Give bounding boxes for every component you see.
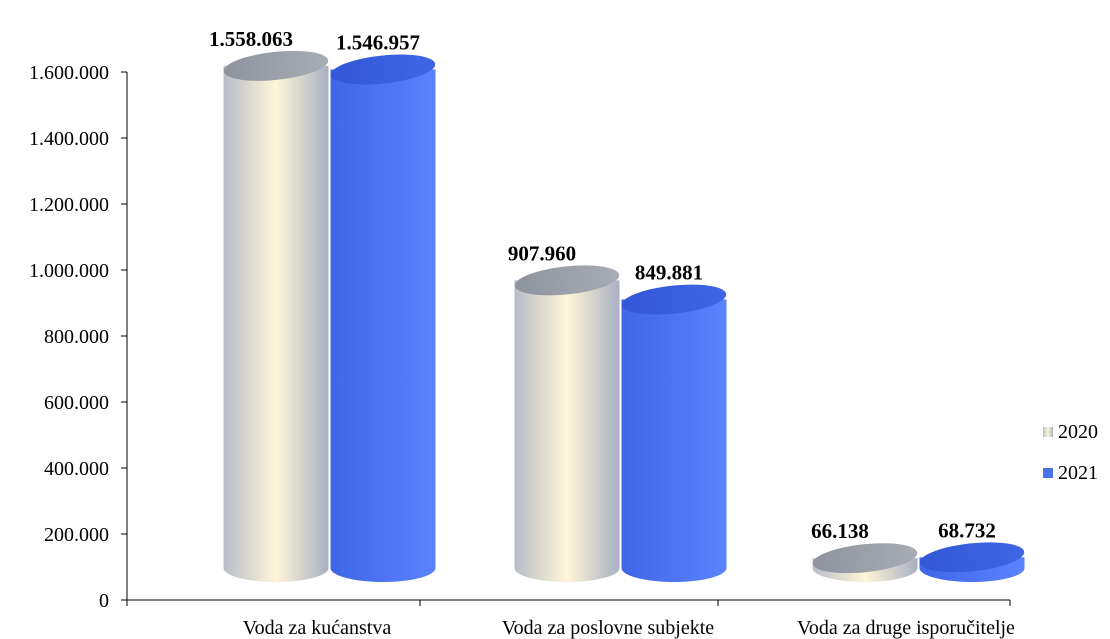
bar-top xyxy=(514,265,620,296)
bar-top xyxy=(919,542,1025,573)
legend-swatch-2021 xyxy=(1043,468,1053,478)
y-tick-label: 400.000 xyxy=(44,458,109,480)
bar-2021-0 xyxy=(330,54,436,582)
legend: 2020 2021 xyxy=(1043,421,1098,484)
data-label: 907.960 xyxy=(508,241,576,265)
y-tick-label: 200.000 xyxy=(44,524,109,546)
data-label: 68.732 xyxy=(938,518,996,542)
legend-label: 2021 xyxy=(1058,462,1098,484)
y-tick-label: 1.600.000 xyxy=(29,62,109,84)
bar-body xyxy=(223,65,329,582)
data-label: 1.558.063 xyxy=(209,27,293,51)
legend-label: 2020 xyxy=(1058,421,1098,443)
category-label: Voda za kućanstva xyxy=(243,617,392,639)
legend-swatch-2020 xyxy=(1043,427,1053,437)
bar-top xyxy=(812,543,918,574)
y-tick-label: 1.400.000 xyxy=(29,128,109,150)
bar-body xyxy=(514,280,620,582)
bars xyxy=(223,50,1025,582)
y-tick-label: 1.000.000 xyxy=(29,260,109,282)
y-tick-label: 0 xyxy=(99,590,109,612)
axes: 0 200.000 400.000 600.000 800.000 1.000.000 1.… xyxy=(29,62,1015,639)
y-tick-label: 600.000 xyxy=(44,392,109,414)
bar-top xyxy=(223,50,329,81)
data-label: 849.881 xyxy=(635,261,703,285)
bar-top xyxy=(621,284,727,315)
bar-body xyxy=(621,299,727,582)
bar-body xyxy=(330,69,436,582)
bar-2020-2 xyxy=(812,543,918,582)
y-tick-label: 800.000 xyxy=(44,326,109,348)
category-label: Voda za druge isporučitelje xyxy=(797,617,1015,639)
category-label: Voda za poslovne subjekte xyxy=(502,617,714,639)
data-label: 1.546.957 xyxy=(336,31,420,55)
bar-2021-1 xyxy=(621,284,727,582)
bar-2021-2 xyxy=(919,542,1025,582)
data-labels: 1.558.063 907.960 66.138 1.546.957 849.881 68… xyxy=(209,27,996,543)
bar-2020-1 xyxy=(514,265,620,582)
bar-2020-0 xyxy=(223,50,329,582)
bar-top xyxy=(330,54,436,85)
y-tick-label: 1.200.000 xyxy=(29,194,109,216)
data-label: 66.138 xyxy=(811,519,869,543)
